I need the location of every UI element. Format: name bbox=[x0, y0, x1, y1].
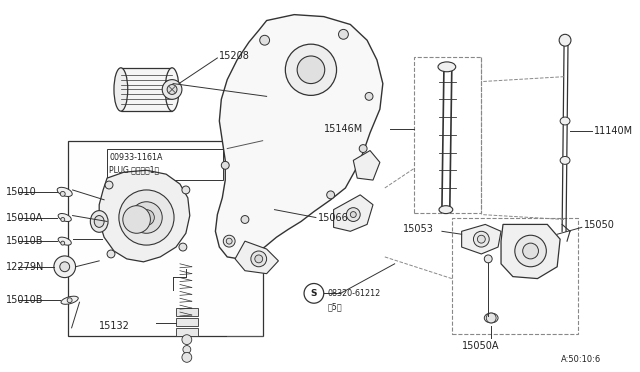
Text: 15050A: 15050A bbox=[461, 340, 499, 350]
Circle shape bbox=[221, 161, 229, 169]
Bar bbox=[176, 328, 198, 336]
Circle shape bbox=[486, 313, 496, 323]
Ellipse shape bbox=[60, 192, 65, 196]
Circle shape bbox=[477, 235, 485, 243]
Ellipse shape bbox=[297, 56, 324, 84]
Circle shape bbox=[559, 34, 571, 46]
Circle shape bbox=[167, 84, 177, 94]
Ellipse shape bbox=[439, 206, 452, 214]
Text: A:50:10:6: A:50:10:6 bbox=[561, 355, 602, 364]
Circle shape bbox=[523, 243, 538, 259]
Circle shape bbox=[223, 235, 235, 247]
Ellipse shape bbox=[484, 255, 492, 263]
Ellipse shape bbox=[560, 117, 570, 125]
Text: S: S bbox=[310, 289, 317, 298]
Circle shape bbox=[182, 352, 192, 362]
Polygon shape bbox=[501, 224, 560, 279]
Circle shape bbox=[119, 190, 174, 245]
Text: 12279N: 12279N bbox=[6, 262, 44, 272]
Circle shape bbox=[182, 335, 192, 344]
Circle shape bbox=[107, 250, 115, 258]
Circle shape bbox=[139, 210, 154, 225]
Circle shape bbox=[105, 181, 113, 189]
Ellipse shape bbox=[57, 187, 72, 196]
Circle shape bbox=[474, 231, 489, 247]
Circle shape bbox=[339, 29, 348, 39]
Bar bbox=[452, 218, 578, 334]
Text: 15066: 15066 bbox=[318, 212, 349, 222]
Polygon shape bbox=[235, 241, 278, 274]
Ellipse shape bbox=[165, 68, 179, 111]
Bar bbox=[121, 68, 172, 111]
Ellipse shape bbox=[438, 62, 456, 72]
Text: PLUG プラグ（1）: PLUG プラグ（1） bbox=[109, 166, 159, 175]
Text: 15010: 15010 bbox=[6, 187, 36, 197]
Ellipse shape bbox=[560, 157, 570, 164]
Circle shape bbox=[131, 202, 162, 233]
Circle shape bbox=[179, 243, 187, 251]
Text: 15010B: 15010B bbox=[6, 236, 43, 246]
Circle shape bbox=[54, 256, 76, 278]
Ellipse shape bbox=[58, 237, 71, 245]
Circle shape bbox=[123, 206, 150, 233]
Ellipse shape bbox=[90, 211, 108, 232]
Circle shape bbox=[162, 80, 182, 99]
Polygon shape bbox=[99, 170, 190, 262]
Text: 15132: 15132 bbox=[99, 321, 130, 331]
Circle shape bbox=[515, 235, 547, 267]
Circle shape bbox=[260, 35, 269, 45]
Circle shape bbox=[346, 208, 360, 221]
Circle shape bbox=[60, 262, 70, 272]
Text: 15053: 15053 bbox=[403, 224, 434, 234]
Bar bbox=[176, 318, 198, 326]
Polygon shape bbox=[216, 15, 383, 259]
Text: 15050: 15050 bbox=[584, 220, 614, 230]
Ellipse shape bbox=[61, 218, 65, 221]
Circle shape bbox=[183, 346, 191, 353]
Text: 00933-1161A: 00933-1161A bbox=[109, 153, 163, 162]
Text: （5）: （5） bbox=[328, 303, 342, 312]
Text: 15146M: 15146M bbox=[324, 124, 363, 134]
Bar bbox=[176, 308, 198, 316]
Bar bbox=[68, 141, 262, 336]
Circle shape bbox=[365, 92, 373, 100]
Text: 08320-61212: 08320-61212 bbox=[328, 289, 381, 298]
Circle shape bbox=[350, 212, 356, 218]
Polygon shape bbox=[353, 151, 380, 180]
Circle shape bbox=[251, 251, 267, 267]
Ellipse shape bbox=[61, 241, 65, 245]
Polygon shape bbox=[461, 224, 501, 254]
Ellipse shape bbox=[58, 214, 71, 221]
Circle shape bbox=[359, 145, 367, 153]
Text: 15010A: 15010A bbox=[6, 212, 43, 222]
Text: 15208: 15208 bbox=[220, 51, 250, 61]
Ellipse shape bbox=[114, 68, 128, 111]
Ellipse shape bbox=[484, 313, 498, 323]
Ellipse shape bbox=[61, 296, 78, 304]
Circle shape bbox=[304, 283, 324, 303]
Text: 11140M: 11140M bbox=[594, 126, 633, 136]
Circle shape bbox=[227, 238, 232, 244]
Circle shape bbox=[255, 255, 262, 263]
Ellipse shape bbox=[67, 298, 72, 303]
Bar bbox=[107, 148, 223, 180]
Circle shape bbox=[182, 186, 190, 194]
Circle shape bbox=[326, 191, 335, 199]
Bar bbox=[414, 57, 481, 212]
Ellipse shape bbox=[94, 215, 104, 227]
Circle shape bbox=[241, 215, 249, 224]
Ellipse shape bbox=[285, 44, 337, 95]
Text: 15010B: 15010B bbox=[6, 295, 43, 305]
Polygon shape bbox=[333, 195, 373, 231]
